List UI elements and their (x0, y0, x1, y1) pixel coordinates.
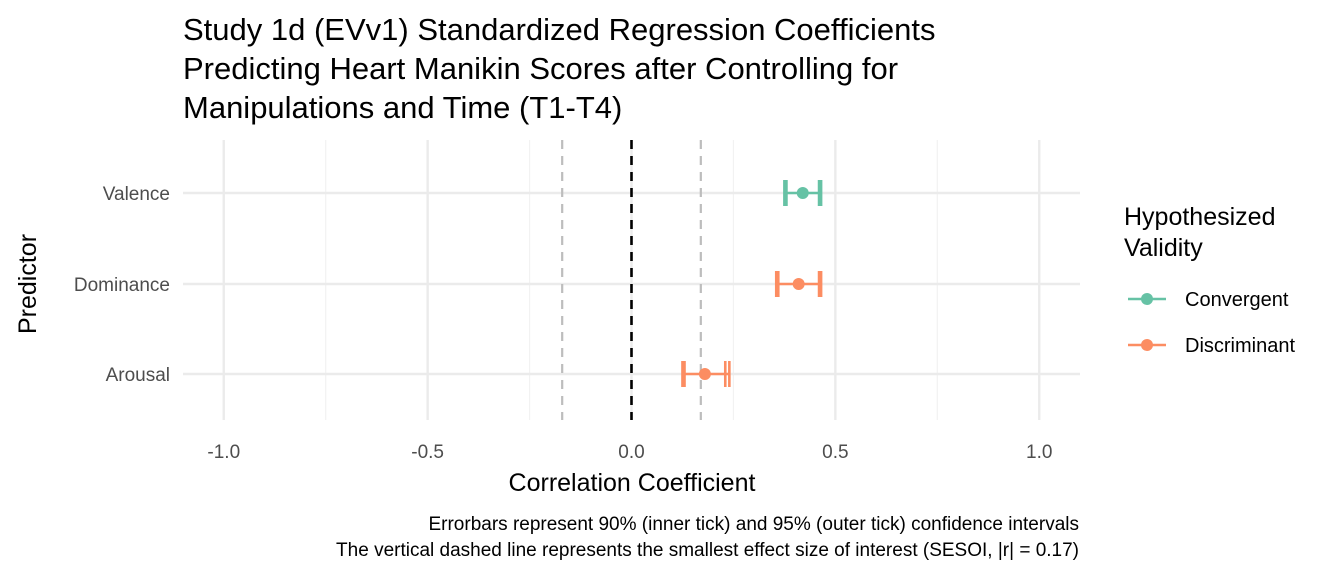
x-axis-title: Correlation Coefficient (509, 469, 756, 497)
estimate-point (698, 368, 711, 380)
legend-keys (1128, 293, 1166, 351)
legend-title-line-1: Hypothesized (1124, 203, 1275, 231)
y-tick-label: Arousal (106, 365, 170, 386)
x-tick-label: -1.0 (207, 442, 240, 463)
chart-title-line-1: Study 1d (EVv1) Standardized Regression … (183, 12, 935, 47)
legend-title-line-2: Validity (1124, 234, 1203, 262)
legend-key-point (1141, 339, 1153, 351)
x-tick-label: 0.5 (822, 442, 848, 463)
legend-label-discriminant: Discriminant (1185, 335, 1295, 357)
point-arousal (681, 361, 731, 387)
grid-layer (183, 140, 1080, 420)
legend: Hypothesized Validity Convergent Discrim… (1124, 203, 1295, 357)
chart-title-line-3: Manipulations and Time (T1-T4) (183, 90, 622, 125)
y-tick-label: Valence (103, 184, 170, 205)
estimate-point (796, 187, 809, 199)
estimate-point (792, 278, 805, 290)
x-tick-label: 1.0 (1026, 442, 1052, 463)
x-tick-label: 0.0 (618, 442, 644, 463)
y-tick-labels: Valence Dominance Arousal (74, 184, 170, 386)
x-tick-label: -0.5 (411, 442, 444, 463)
chart-title: Study 1d (EVv1) Standardized Regression … (183, 12, 935, 125)
data-marks (681, 180, 823, 387)
caption-line-2: The vertical dashed line represents the … (336, 540, 1079, 561)
chart-title-line-2: Predicting Heart Manikin Scores after Co… (183, 51, 898, 86)
point-valence (783, 180, 823, 206)
x-tick-labels: -1.0 -0.5 0.0 0.5 1.0 (207, 442, 1052, 463)
caption-line-1: Errorbars represent 90% (inner tick) and… (428, 514, 1079, 535)
legend-key-point (1141, 293, 1153, 305)
y-tick-label: Dominance (74, 275, 170, 296)
point-dominance (774, 271, 823, 297)
legend-label-convergent: Convergent (1185, 289, 1289, 311)
caption: Errorbars represent 90% (inner tick) and… (336, 514, 1079, 561)
y-axis-title: Predictor (14, 234, 42, 334)
